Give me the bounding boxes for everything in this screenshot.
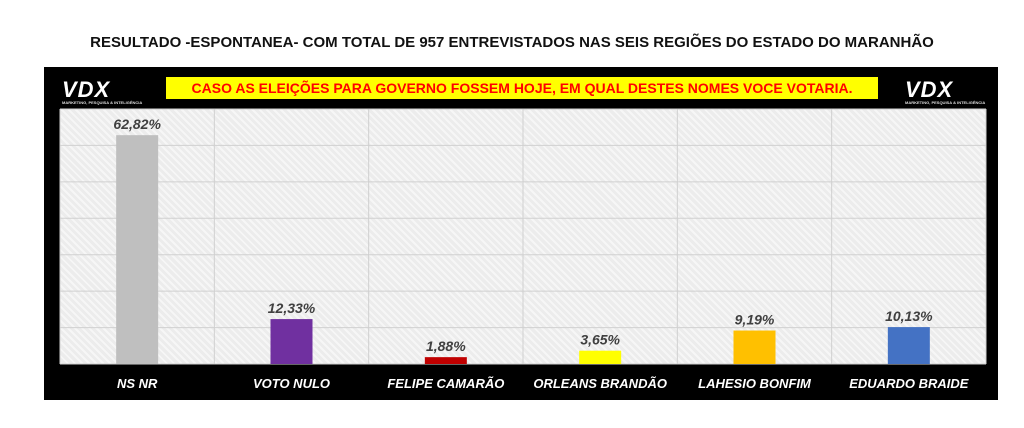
- data-label-4: 9,19%: [735, 312, 775, 328]
- chart-title: RESULTADO -ESPONTANEA- COM TOTAL DE 957 …: [90, 34, 934, 51]
- logo-tagline: MARKETING, PESQUISA & INTELIGÊNCIA: [905, 100, 986, 105]
- data-label-5: 10,13%: [885, 308, 933, 324]
- bar-2: [424, 357, 467, 364]
- category-label-1: VOTO NULO: [253, 376, 330, 391]
- category-label-0: NS NR: [117, 376, 158, 391]
- data-label-0: 62,82%: [113, 116, 161, 132]
- logo-tagline: MARKETING, PESQUISA & INTELIGÊNCIA: [62, 100, 143, 105]
- bar-0: [116, 135, 159, 364]
- logo-text: VDX: [905, 77, 954, 102]
- data-label-1: 12,33%: [268, 300, 316, 316]
- logo-text: VDX: [62, 77, 111, 102]
- vdx-logo-left: VDX MARKETING, PESQUISA & INTELIGÊNCIA: [62, 77, 143, 106]
- bar-3: [579, 350, 622, 364]
- bar-4: [733, 330, 776, 364]
- data-label-2: 1,88%: [426, 338, 466, 354]
- bar-5: [887, 327, 930, 364]
- category-label-4: LAHESIO BONFIM: [698, 376, 812, 391]
- vdx-logo-right: VDX MARKETING, PESQUISA & INTELIGÊNCIA: [905, 77, 986, 106]
- category-label-5: EDUARDO BRAIDE: [849, 376, 969, 391]
- bar-1: [270, 319, 313, 364]
- question-banner: CASO AS ELEIÇÕES PARA GOVERNO FOSSEM HOJ…: [166, 77, 878, 99]
- category-label-3: ORLEANS BRANDÃO: [533, 376, 667, 391]
- category-label-2: FELIPE CAMARÃO: [387, 376, 504, 391]
- data-label-3: 3,65%: [580, 332, 620, 348]
